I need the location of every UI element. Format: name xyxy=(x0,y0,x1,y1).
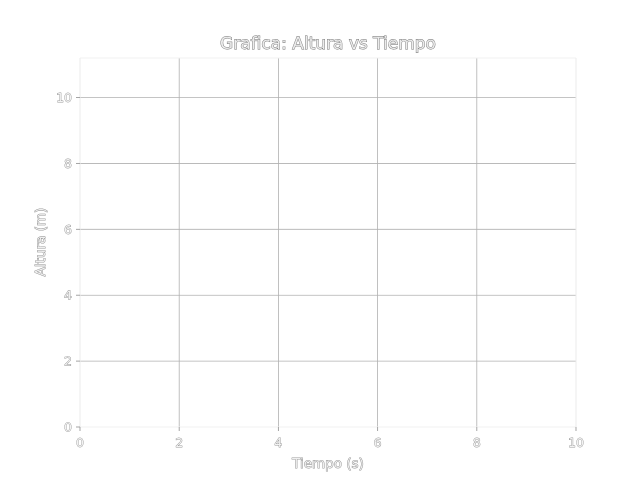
y-tick-label: 2 xyxy=(64,354,72,369)
y-ticks: 0 2 4 6 8 10 xyxy=(56,90,80,435)
x-tick-label: 2 xyxy=(175,435,183,450)
axes xyxy=(79,57,577,428)
y-tick-label: 10 xyxy=(56,90,72,105)
chart-title: Grafica: Altura vs Tiempo xyxy=(220,34,436,54)
grid xyxy=(79,58,577,428)
x-tick-label: 6 xyxy=(374,435,382,450)
y-axis-label: Altura (m) xyxy=(33,208,49,277)
y-tick-label: 0 xyxy=(64,420,72,435)
x-ticks: 0 2 4 6 8 10 xyxy=(76,427,584,450)
y-tick-label: 8 xyxy=(64,156,72,171)
x-tick-label: 0 xyxy=(76,435,84,450)
x-tick-label: 10 xyxy=(568,435,584,450)
x-tick-label: 4 xyxy=(274,435,282,450)
x-axis-label: Tiempo (s) xyxy=(291,456,364,472)
y-tick-label: 6 xyxy=(64,222,72,237)
plot-area xyxy=(80,58,576,427)
x-tick-label: 8 xyxy=(473,435,481,450)
y-tick-label: 4 xyxy=(64,288,72,303)
